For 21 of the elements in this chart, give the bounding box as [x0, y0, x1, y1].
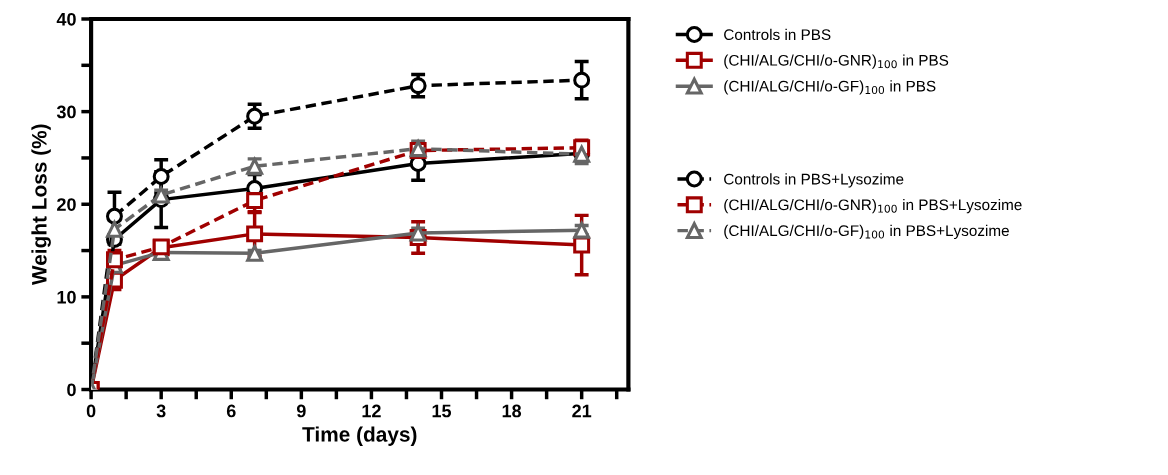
x-tick-label: 3 [156, 404, 166, 418]
y-tick-label: 30 [56, 105, 76, 119]
x-tick-label: 18 [502, 404, 522, 418]
y-tick-label: 10 [57, 290, 76, 304]
x-tick-label: 15 [432, 404, 452, 418]
legend-label: (CHI/ALG/CHI/o-GNR)$_{100}$ in PBS [724, 54, 949, 69]
legend-label: (CHI/ALG/CHI/o-GF)$_{100}$ in PBS [724, 80, 936, 95]
x-tick-label: 0 [86, 404, 96, 418]
x-tick-label: 6 [226, 404, 236, 418]
x-axis-title: Time (days) [302, 426, 417, 446]
legend-label: Controls in PBS [724, 28, 831, 41]
x-tick-label: 9 [296, 404, 306, 418]
x-tick-label: 21 [572, 404, 592, 418]
x-tick-label: 12 [362, 404, 381, 418]
y-tick-label: 0 [67, 383, 76, 397]
legend-label: (CHI/ALG/CHI/o-GF)$_{100}$ in PBS+Lysozime [724, 224, 1009, 240]
y-tick-label: 40 [56, 12, 76, 26]
legend-label: Controls in PBS+Lysozime [724, 173, 904, 188]
y-tick-label: 20 [57, 198, 76, 211]
legend-label: (CHI/ALG/CHI/o-GNR)$_{100}$ in PBS+Lysozime [724, 199, 1022, 214]
y-axis-title: Weight Loss (%) [31, 124, 51, 286]
